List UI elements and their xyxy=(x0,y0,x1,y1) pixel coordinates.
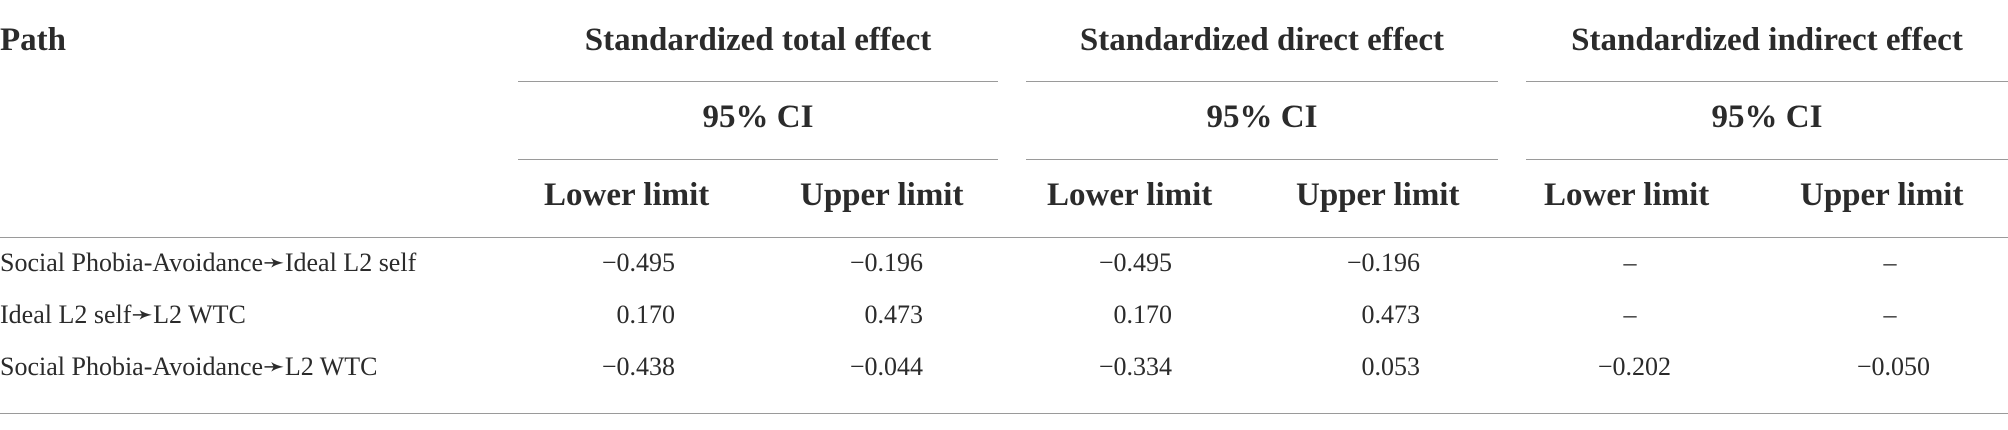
row-path: Social Phobia-Avoidance➛L2 WTC xyxy=(0,352,378,381)
direct-lower-value: −0.334 xyxy=(1098,352,1172,381)
direct-lower-value: 0.170 xyxy=(1113,300,1173,329)
upper-limit-header-indirect: Upper limit xyxy=(1800,177,1964,213)
direct-upper-value: −0.196 xyxy=(1346,248,1420,277)
indirect-upper-value: −0.050 xyxy=(1856,352,1930,381)
ci-rule-direct xyxy=(1026,159,1498,160)
path-header: Path xyxy=(0,22,66,58)
group-rule-total xyxy=(518,81,998,82)
ci-header-total: 95% CI xyxy=(702,99,814,135)
row-path: Social Phobia-Avoidance➛Ideal L2 self xyxy=(0,248,417,277)
ci-rule-indirect xyxy=(1526,159,2008,160)
total-upper-value: −0.196 xyxy=(849,248,923,277)
group-rule-direct xyxy=(1026,81,1498,82)
row-path: Ideal L2 self➛L2 WTC xyxy=(0,300,246,329)
total-upper-value: −0.044 xyxy=(849,352,923,381)
total-upper-value: 0.473 xyxy=(864,300,924,329)
direct-lower-value: −0.495 xyxy=(1098,248,1172,277)
total-lower-value: 0.170 xyxy=(616,300,676,329)
indirect-upper-value: – xyxy=(1883,248,1897,277)
direct-upper-value: 0.473 xyxy=(1361,300,1421,329)
total-lower-value: −0.438 xyxy=(601,352,675,381)
direct-upper-value: 0.053 xyxy=(1361,352,1421,381)
group-rule-indirect xyxy=(1526,81,2008,82)
indirect-upper-value: – xyxy=(1883,300,1897,329)
ci-header-indirect: 95% CI xyxy=(1711,99,1823,135)
upper-limit-header-total: Upper limit xyxy=(800,177,964,213)
indirect-lower-value: −0.202 xyxy=(1597,352,1671,381)
lower-limit-header-total: Lower limit xyxy=(544,177,710,213)
upper-limit-header-direct: Upper limit xyxy=(1296,177,1460,213)
table-bottom-rule xyxy=(0,413,2008,414)
total-lower-value: −0.495 xyxy=(601,248,675,277)
direct-effect-header: Standardized direct effect xyxy=(1079,22,1445,58)
indirect-effect-header: Standardized indirect effect xyxy=(1571,22,1963,58)
lower-limit-header-direct: Lower limit xyxy=(1047,177,1213,213)
total-effect-header: Standardized total effect xyxy=(584,22,932,58)
indirect-lower-value: – xyxy=(1623,248,1637,277)
ci-header-direct: 95% CI xyxy=(1206,99,1318,135)
ci-rule-total xyxy=(518,159,998,160)
header-bottom-rule xyxy=(0,237,2008,238)
lower-limit-header-indirect: Lower limit xyxy=(1544,177,1710,213)
indirect-lower-value: – xyxy=(1623,300,1637,329)
